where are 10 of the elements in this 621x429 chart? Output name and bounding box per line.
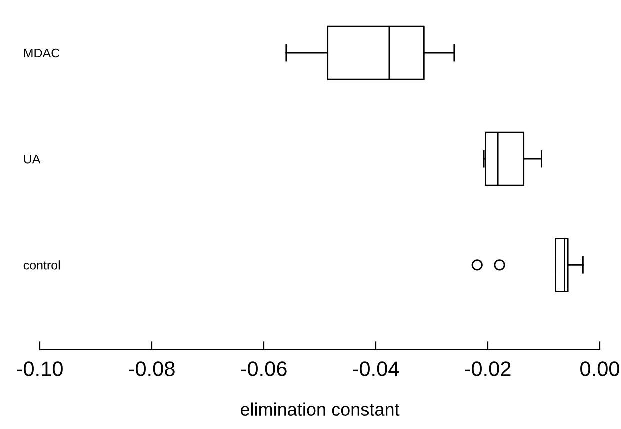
- y-tick-label: control: [24, 260, 60, 270]
- x-tick-label: -0.04: [353, 362, 400, 376]
- x-tick-label: -0.02: [465, 362, 511, 376]
- x-tick-label: -0.06: [241, 362, 287, 376]
- x-tick-label: -0.10: [17, 362, 63, 376]
- y-tick-label: MDAC: [24, 48, 60, 58]
- y-tick-label: UA: [24, 155, 41, 164]
- x-axis-title: elimination constant: [240, 402, 400, 416]
- x-tick-label: 0.00: [580, 362, 620, 376]
- x-tick-label: -0.08: [129, 362, 175, 376]
